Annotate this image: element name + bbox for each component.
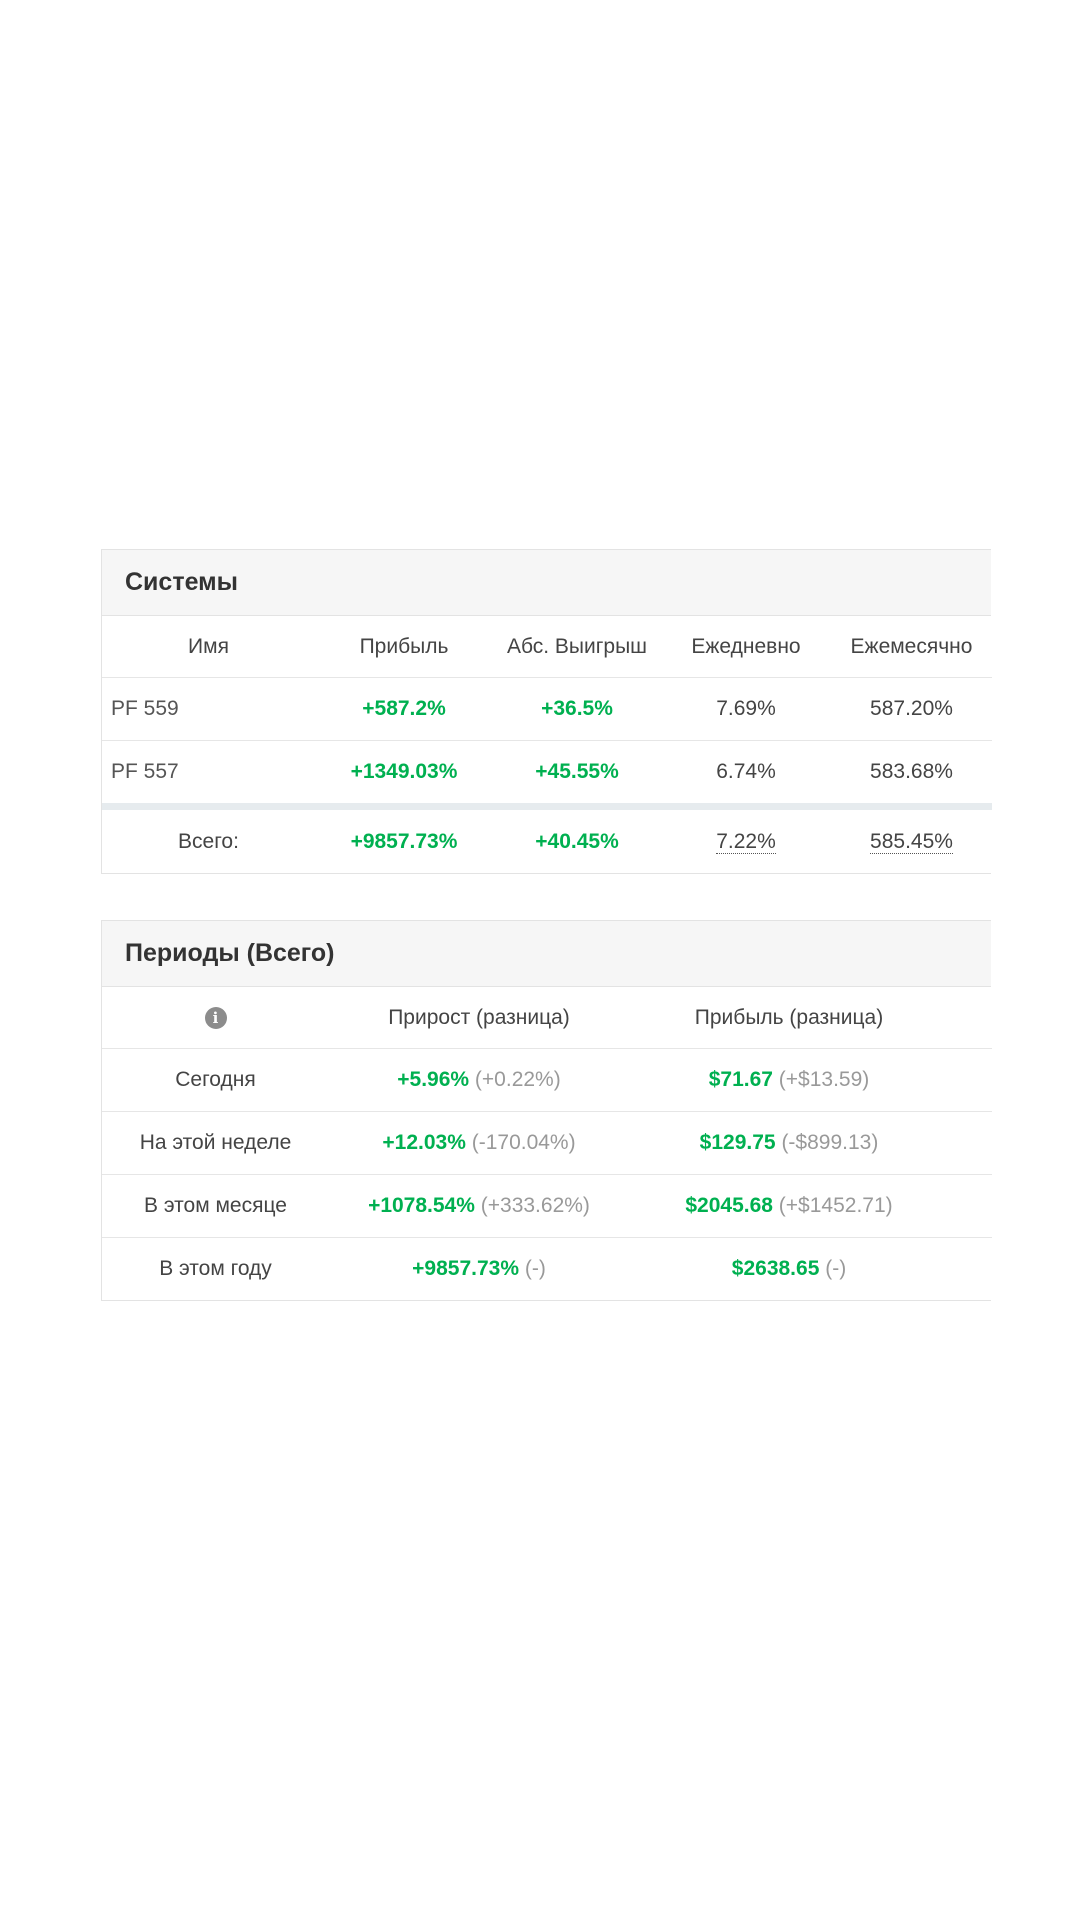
total-daily-cell: 7.22% <box>661 803 831 873</box>
total-abs-gain: +40.45% <box>493 803 661 873</box>
info-icon[interactable]: i <box>204 1006 227 1029</box>
system-monthly: 587.20% <box>831 677 992 741</box>
spacer-cell <box>949 987 992 1049</box>
spacer-cell <box>949 1174 992 1238</box>
system-abs-gain: +36.5% <box>493 677 661 741</box>
period-profit-cell: $71.67 (+$13.59) <box>629 1048 949 1112</box>
period-growth-diff: (+333.62%) <box>480 1194 590 1217</box>
period-profit: $2638.65 <box>731 1257 820 1280</box>
period-growth-cell: +5.96% (+0.22%) <box>329 1048 629 1112</box>
period-growth-diff: (-170.04%) <box>471 1131 576 1154</box>
total-row: Всего: +9857.73% +40.45% 7.22% 585.45% <box>102 803 992 873</box>
systems-table: Имя Прибыль Абс. Выигрыш Ежедневно Ежеме… <box>102 616 992 873</box>
period-growth-cell: +9857.73% (-) <box>329 1238 629 1301</box>
table-row: Сегодня +5.96% (+0.22%) $71.67 (+$13.59) <box>102 1048 992 1112</box>
periods-header-row: i Прирост (разница) Прибыль (разница) <box>102 987 992 1049</box>
table-row: PF 557 +1349.03% +45.55% 6.74% 583.68% <box>102 740 992 807</box>
system-abs-gain: +45.55% <box>493 740 661 807</box>
period-label: Сегодня <box>102 1048 329 1112</box>
period-growth-cell: +12.03% (-170.04%) <box>329 1111 629 1175</box>
system-monthly: 583.68% <box>831 740 992 807</box>
column-header-abs-gain[interactable]: Абс. Выигрыш <box>493 616 661 678</box>
total-label: Всего: <box>102 803 315 873</box>
system-daily: 6.74% <box>661 740 831 807</box>
total-monthly-cell: 585.45% <box>831 803 992 873</box>
system-daily: 7.69% <box>661 677 831 741</box>
spacer-cell <box>949 1111 992 1175</box>
table-row: В этом году +9857.73% (-) $2638.65 (-) <box>102 1238 992 1301</box>
total-daily-tooltip[interactable]: 7.22% <box>716 829 776 854</box>
column-header-profit-diff: Прибыль (разница) <box>629 987 949 1049</box>
column-header-daily[interactable]: Ежедневно <box>661 616 831 678</box>
period-label: В этом месяце <box>102 1174 329 1238</box>
table-row: В этом месяце +1078.54% (+333.62%) $2045… <box>102 1174 992 1238</box>
system-name-link[interactable]: PF 557 <box>102 740 315 807</box>
column-header-profit[interactable]: Прибыль <box>315 616 493 678</box>
spacer-cell <box>949 1048 992 1112</box>
table-row: PF 559 +587.2% +36.5% 7.69% 587.20% <box>102 677 992 741</box>
periods-table: i Прирост (разница) Прибыль (разница) Се… <box>102 987 992 1300</box>
column-header-monthly[interactable]: Ежемесячно <box>831 616 992 678</box>
period-profit-diff: (-) <box>825 1257 847 1280</box>
period-label: В этом году <box>159 1257 272 1280</box>
period-growth-diff: (-) <box>524 1257 546 1280</box>
system-profit: +587.2% <box>315 677 493 741</box>
systems-title: Системы <box>102 550 991 616</box>
period-profit-diff: (-$899.13) <box>781 1131 879 1154</box>
period-label: На этой неделе <box>102 1111 329 1175</box>
column-header-growth: Прирост (разница) <box>329 987 629 1049</box>
period-profit-diff: (+$1452.71) <box>778 1194 893 1217</box>
period-profit: $71.67 <box>708 1068 773 1091</box>
period-profit-diff: (+$13.59) <box>778 1068 870 1091</box>
table-row: На этой неделе +12.03% (-170.04%) $129.7… <box>102 1111 992 1175</box>
systems-panel: Системы Имя Прибыль Абс. Выигрыш Ежеднев… <box>101 549 992 874</box>
period-growth: +9857.73% <box>412 1257 520 1280</box>
total-monthly-tooltip[interactable]: 585.45% <box>870 829 953 854</box>
total-profit: +9857.73% <box>315 803 493 873</box>
systems-header-row: Имя Прибыль Абс. Выигрыш Ежедневно Ежеме… <box>102 616 992 678</box>
period-growth-cell: +1078.54% (+333.62%) <box>329 1174 629 1238</box>
periods-title: Периоды (Всего) <box>102 921 991 987</box>
period-growth: +12.03% <box>382 1131 466 1154</box>
period-profit-cell: $129.75 (-$899.13) <box>629 1111 949 1175</box>
column-header-name[interactable]: Имя <box>102 616 315 678</box>
period-profit-cell: $2045.68 (+$1452.71) <box>629 1174 949 1238</box>
period-growth: +1078.54% <box>368 1194 475 1217</box>
period-profit: $129.75 <box>699 1131 776 1154</box>
period-growth: +5.96% <box>397 1068 470 1091</box>
periods-panel: Периоды (Всего) i Прирост (разница) Приб… <box>101 920 992 1301</box>
period-profit-cell: $2638.65 (-) <box>629 1238 949 1301</box>
spacer-cell <box>949 1238 992 1301</box>
period-growth-diff: (+0.22%) <box>474 1068 561 1091</box>
system-profit: +1349.03% <box>315 740 493 807</box>
period-profit: $2045.68 <box>685 1194 773 1217</box>
info-header-cell: i <box>102 987 329 1049</box>
system-name-link[interactable]: PF 559 <box>102 677 315 741</box>
